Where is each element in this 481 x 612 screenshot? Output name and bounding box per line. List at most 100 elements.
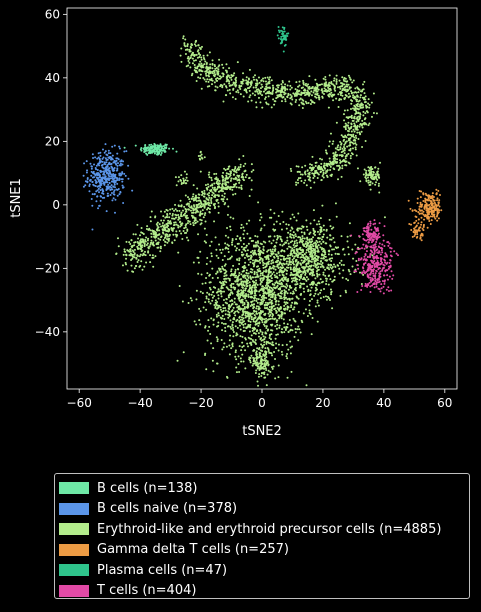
series-2-point — [264, 265, 267, 268]
series-2-point — [189, 200, 192, 203]
series-2-point — [307, 265, 310, 268]
series-2-point — [311, 274, 314, 277]
series-2-point — [174, 208, 177, 211]
series-2-point — [252, 265, 255, 268]
series-2-point — [216, 276, 219, 279]
series-2-point — [224, 246, 227, 249]
series-2-point — [330, 253, 333, 256]
series-2-point — [248, 89, 251, 92]
series-2-point — [265, 88, 268, 91]
series-2-point — [264, 367, 267, 370]
series-2-point — [278, 324, 281, 327]
series-3-point — [437, 204, 440, 207]
series-2-point — [258, 314, 261, 317]
series-2-point — [276, 96, 279, 99]
series-2-point — [320, 289, 323, 292]
series-2-point — [359, 271, 362, 274]
series-2-point — [282, 276, 285, 279]
series-2-point — [232, 306, 235, 309]
series-2-point — [362, 273, 365, 276]
series-2-point — [132, 250, 135, 253]
series-2-point — [211, 59, 214, 62]
series-2-point — [351, 248, 354, 251]
series-3-point — [429, 205, 432, 208]
series-2-point — [245, 315, 248, 318]
series-1-point — [99, 169, 102, 172]
series-2-point — [322, 241, 325, 244]
series-2-point — [180, 211, 183, 214]
series-2-point — [146, 225, 149, 228]
series-2-point — [249, 341, 252, 344]
series-2-point — [332, 226, 335, 229]
series-2-point — [179, 54, 182, 57]
series-2-point — [251, 92, 254, 95]
series-1-point — [113, 174, 116, 177]
series-1-point — [101, 190, 104, 193]
series-2-point — [319, 217, 322, 220]
series-2-point — [339, 94, 342, 97]
series-1-point — [95, 200, 98, 203]
series-2-point — [288, 259, 291, 262]
series-2-point — [352, 119, 355, 122]
series-2-point — [211, 296, 214, 299]
series-2-point — [159, 245, 162, 248]
series-2-point — [192, 261, 195, 264]
series-2-point — [356, 105, 359, 108]
series-2-point — [302, 83, 305, 86]
series-2-point — [355, 103, 358, 106]
series-2-point — [324, 274, 327, 277]
series-2-point — [288, 297, 291, 300]
series-2-point — [328, 140, 331, 143]
series-2-point — [311, 101, 314, 104]
series-2-point — [185, 203, 188, 206]
series-2-point — [344, 134, 347, 137]
series-2-point — [263, 341, 266, 344]
series-0-point — [148, 147, 151, 150]
series-2-point — [258, 246, 261, 249]
series-2-point — [370, 101, 373, 104]
series-3-point — [419, 201, 422, 204]
series-2-point — [355, 100, 358, 103]
series-2-point — [264, 336, 267, 339]
series-2-point — [238, 370, 241, 373]
series-2-point — [335, 97, 338, 100]
series-2-point — [292, 234, 295, 237]
series-2-point — [367, 124, 370, 127]
series-2-point — [130, 253, 133, 256]
series-2-point — [300, 275, 303, 278]
series-2-point — [313, 181, 316, 184]
series-2-point — [194, 197, 197, 200]
series-2-point — [293, 268, 296, 271]
series-1-point — [105, 179, 108, 182]
series-2-point — [189, 50, 192, 53]
series-2-point — [240, 273, 243, 276]
series-2-point — [259, 289, 262, 292]
series-2-point — [218, 267, 221, 270]
series-2-point — [215, 180, 218, 183]
series-1-point — [119, 174, 122, 177]
series-2-point — [243, 237, 246, 240]
series-1-point — [110, 175, 113, 178]
series-2-point — [309, 272, 312, 275]
series-2-point — [225, 281, 228, 284]
series-2-point — [276, 276, 279, 279]
series-2-point — [338, 99, 341, 102]
series-2-point — [323, 164, 326, 167]
series-2-point — [360, 102, 363, 105]
series-2-point — [244, 162, 247, 165]
series-2-point — [253, 294, 256, 297]
series-2-point — [239, 318, 242, 321]
series-2-point — [321, 254, 324, 257]
series-2-point — [179, 225, 182, 228]
series-2-point — [343, 119, 346, 122]
series-2-point — [286, 96, 289, 99]
series-2-point — [223, 264, 226, 267]
series-2-point — [374, 183, 377, 186]
series-2-point — [212, 370, 215, 373]
series-2-point — [257, 305, 260, 308]
series-2-point — [306, 315, 309, 318]
series-2-point — [252, 244, 255, 247]
series-2-point — [206, 291, 209, 294]
series-2-point — [283, 322, 286, 325]
series-2-point — [224, 330, 227, 333]
